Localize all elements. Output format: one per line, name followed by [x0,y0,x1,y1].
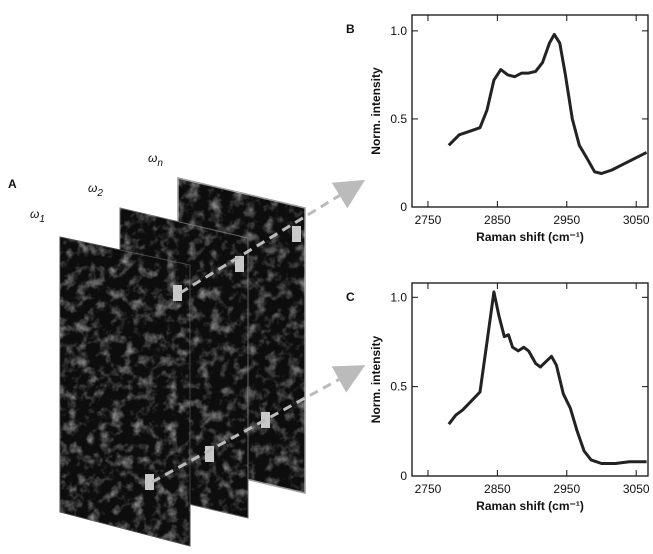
x-axis-label: Raman shift (cm⁻¹) [476,230,584,244]
plot-frame [411,14,649,208]
symbol: ω [148,151,157,165]
x-tick-label: 2850 [484,213,511,227]
pixel-markers [145,226,301,490]
x-tick-label: 2850 [484,482,511,496]
pixel [205,446,214,462]
frame-label: ω2 [88,181,103,199]
x-tick-label: 2950 [553,213,580,227]
pixel [261,412,270,428]
subscript: n [157,158,163,169]
panel-label: C [346,290,355,304]
spectrum-line [447,32,648,175]
frame-label: ω1 [30,207,45,225]
y-tick-label: 0 [400,469,407,483]
pixel [292,226,301,242]
pixel [173,285,182,301]
panel-label: A [8,177,17,191]
plot-frame [411,282,649,477]
panel-label: B [346,22,355,36]
x-tick-label: 2750 [415,213,442,227]
arrow [179,179,366,295]
pixel [235,256,244,272]
x-tick-label: 3050 [623,213,650,227]
pixel [145,474,154,490]
image-stack [59,177,366,547]
y-tick-label: 1.0 [390,290,407,304]
spectrum-line [447,290,647,465]
y-tick-label: 0.5 [390,112,407,126]
subscript: 1 [39,214,45,225]
x-axis-label: Raman shift (cm⁻¹) [476,499,584,513]
frame-front [59,236,191,547]
x-tick-label: 3050 [623,482,650,496]
y-tick-label: 0.5 [390,380,407,394]
subscript: 2 [96,188,103,199]
y-axis-label: Norm. intensity [369,67,383,155]
x-tick-label: 2750 [415,482,442,496]
symbol: ω [88,181,97,195]
arrow [151,365,366,484]
symbol: ω [30,207,39,221]
y-tick-label: 1.0 [390,24,407,38]
y-axis-label: Norm. intensity [369,336,383,424]
frame-label: ωn [148,151,163,169]
y-tick-label: 0 [400,200,407,214]
x-tick-label: 2950 [553,482,580,496]
